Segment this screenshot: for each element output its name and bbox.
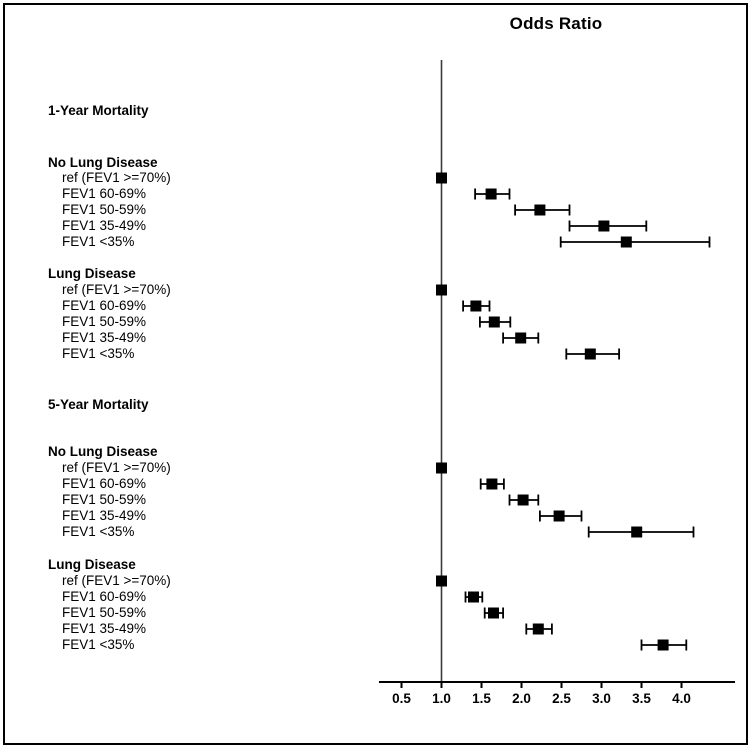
row-label: ref (FEV1 >=70%): [62, 282, 171, 297]
row-label: ref (FEV1 >=70%): [62, 460, 171, 475]
or-marker: [470, 300, 482, 312]
ci-whisker: [559, 236, 711, 248]
or-marker: [488, 607, 499, 619]
or-marker: [468, 591, 479, 603]
x-axis-tick-label: 0.5: [392, 691, 411, 706]
x-axis-tick-label: 3.5: [632, 691, 651, 706]
or-marker: [534, 204, 546, 216]
row-label: FEV1 <35%: [62, 637, 135, 652]
row-label: FEV1 35-49%: [62, 508, 147, 523]
row-label: FEV1 60-69%: [62, 298, 147, 313]
or-marker: [598, 220, 610, 232]
row-label: FEV1 60-69%: [62, 589, 147, 604]
or-marker: [620, 236, 632, 248]
x-axis-tick-label: 4.0: [672, 691, 691, 706]
row-label: ref (FEV1 >=70%): [62, 170, 171, 185]
row-label: FEV1 60-69%: [62, 476, 147, 491]
row-label: FEV1 50-59%: [62, 202, 147, 217]
or-marker: [436, 284, 447, 296]
row-label: FEV1 35-49%: [62, 218, 147, 233]
row-label: FEV1 <35%: [62, 234, 135, 249]
x-axis-tick-label: 3.0: [592, 691, 611, 706]
or-marker: [515, 332, 527, 344]
row-label: FEV1 60-69%: [62, 186, 147, 201]
row-label: FEV1 <35%: [62, 524, 135, 539]
row-label: FEV1 50-59%: [62, 605, 147, 620]
or-marker: [486, 478, 498, 490]
group-label: Lung Disease: [48, 266, 136, 281]
row-label: FEV1 35-49%: [62, 621, 147, 636]
or-marker: [553, 510, 565, 522]
group-label: No Lung Disease: [48, 444, 158, 459]
or-marker: [517, 494, 529, 506]
chart-title: Odds Ratio: [509, 14, 603, 33]
x-axis-tick-label: 2.0: [512, 691, 531, 706]
row-label: FEV1 35-49%: [62, 330, 147, 345]
or-marker: [436, 575, 447, 587]
x-axis-tick-label: 1.0: [432, 691, 451, 706]
x-axis-tick-label: 1.5: [472, 691, 491, 706]
or-marker: [532, 623, 544, 635]
x-axis-tick-label: 2.5: [552, 691, 571, 706]
section-label: 1-Year Mortality: [48, 103, 149, 118]
or-marker: [436, 172, 447, 184]
row-label: FEV1 50-59%: [62, 314, 147, 329]
row-label: ref (FEV1 >=70%): [62, 573, 171, 588]
row-label: FEV1 <35%: [62, 346, 135, 361]
row-label: FEV1 50-59%: [62, 492, 147, 507]
or-marker: [657, 639, 669, 651]
or-marker: [488, 316, 500, 328]
or-marker: [485, 188, 497, 200]
or-marker: [631, 526, 643, 538]
section-label: 5-Year Mortality: [48, 397, 149, 412]
group-label: Lung Disease: [48, 557, 136, 572]
or-marker: [584, 348, 596, 360]
group-label: No Lung Disease: [48, 155, 158, 170]
or-marker: [436, 462, 447, 474]
